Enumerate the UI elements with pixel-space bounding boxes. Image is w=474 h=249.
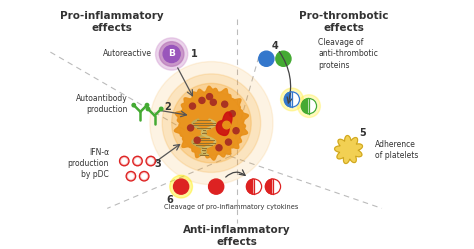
Wedge shape xyxy=(309,99,317,114)
Wedge shape xyxy=(301,99,309,114)
Circle shape xyxy=(207,94,212,100)
Circle shape xyxy=(135,159,140,163)
Wedge shape xyxy=(273,179,281,194)
Circle shape xyxy=(133,156,142,166)
Circle shape xyxy=(281,88,303,111)
Text: 1: 1 xyxy=(191,49,197,59)
Polygon shape xyxy=(216,112,232,135)
Circle shape xyxy=(162,74,261,172)
Wedge shape xyxy=(265,179,273,194)
Circle shape xyxy=(128,174,133,179)
Circle shape xyxy=(223,121,230,129)
Circle shape xyxy=(179,91,244,155)
Text: Autoantibody
production: Autoantibody production xyxy=(76,94,128,114)
Circle shape xyxy=(146,107,150,111)
Circle shape xyxy=(276,51,291,66)
Wedge shape xyxy=(284,92,292,107)
Circle shape xyxy=(148,159,153,163)
Circle shape xyxy=(146,103,149,107)
Circle shape xyxy=(188,125,193,131)
Wedge shape xyxy=(246,179,254,194)
Circle shape xyxy=(210,99,216,105)
Text: Anti-inflammatory
effects: Anti-inflammatory effects xyxy=(183,225,291,247)
Circle shape xyxy=(173,179,189,194)
Circle shape xyxy=(146,156,155,166)
Circle shape xyxy=(122,159,127,163)
Text: Cleavage of pro-inflammatory cytokines: Cleavage of pro-inflammatory cytokines xyxy=(164,204,299,210)
Text: Pro-thrombotic
effects: Pro-thrombotic effects xyxy=(299,11,389,33)
Circle shape xyxy=(222,101,228,107)
Circle shape xyxy=(172,83,251,163)
Wedge shape xyxy=(254,179,262,194)
Text: B: B xyxy=(168,50,175,59)
Circle shape xyxy=(132,103,136,107)
Circle shape xyxy=(160,107,163,111)
Circle shape xyxy=(170,175,192,198)
Text: 2: 2 xyxy=(164,102,171,112)
Circle shape xyxy=(259,51,274,66)
Text: IFN-α
production
by pDC: IFN-α production by pDC xyxy=(68,148,109,180)
Circle shape xyxy=(139,172,149,181)
Text: 3: 3 xyxy=(155,159,161,169)
Circle shape xyxy=(298,95,320,118)
Circle shape xyxy=(226,139,231,145)
Text: Cleavage of
anti-thrombotic
proteins: Cleavage of anti-thrombotic proteins xyxy=(319,38,378,69)
Circle shape xyxy=(233,128,239,134)
Text: Pro-inflammatory
effects: Pro-inflammatory effects xyxy=(60,11,164,33)
Circle shape xyxy=(142,174,146,179)
Circle shape xyxy=(199,97,205,103)
Text: Adherence
of platelets: Adherence of platelets xyxy=(375,140,419,160)
Circle shape xyxy=(155,38,188,70)
Text: Autoreactive: Autoreactive xyxy=(103,50,152,59)
Circle shape xyxy=(216,145,222,151)
Polygon shape xyxy=(174,86,248,160)
Text: 4: 4 xyxy=(272,41,278,51)
Wedge shape xyxy=(292,92,300,107)
Polygon shape xyxy=(335,135,363,164)
Circle shape xyxy=(119,156,129,166)
Circle shape xyxy=(163,46,180,62)
Circle shape xyxy=(150,62,273,185)
Circle shape xyxy=(190,103,195,109)
Circle shape xyxy=(126,172,136,181)
Circle shape xyxy=(159,42,184,66)
Text: 5: 5 xyxy=(360,128,366,138)
Circle shape xyxy=(194,137,200,143)
Circle shape xyxy=(209,179,224,194)
Circle shape xyxy=(229,111,235,117)
Text: 6: 6 xyxy=(166,195,173,205)
